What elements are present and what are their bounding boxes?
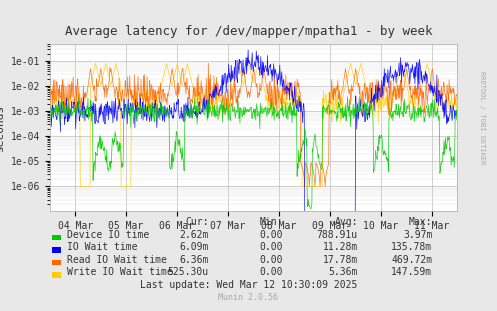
Text: 525.30u: 525.30u [167, 267, 209, 277]
Text: 6.09m: 6.09m [179, 242, 209, 252]
Text: 0.00: 0.00 [260, 255, 283, 265]
Text: 6.36m: 6.36m [179, 255, 209, 265]
Text: 2.62m: 2.62m [179, 230, 209, 240]
Text: Device IO time: Device IO time [67, 230, 149, 240]
Text: 147.59m: 147.59m [391, 267, 432, 277]
Text: 0.00: 0.00 [260, 267, 283, 277]
Text: 17.78m: 17.78m [323, 255, 358, 265]
Text: Min:: Min: [260, 217, 283, 227]
Y-axis label: seconds: seconds [0, 104, 5, 151]
Text: Read IO Wait time: Read IO Wait time [67, 255, 167, 265]
Text: Cur:: Cur: [185, 217, 209, 227]
Text: RRDTOOL / TOBI OETIKER: RRDTOOL / TOBI OETIKER [479, 72, 485, 165]
Text: Last update: Wed Mar 12 10:30:09 2025: Last update: Wed Mar 12 10:30:09 2025 [140, 280, 357, 290]
Text: Write IO Wait time: Write IO Wait time [67, 267, 173, 277]
Text: 3.97m: 3.97m [403, 230, 432, 240]
Text: 5.36m: 5.36m [329, 267, 358, 277]
Text: 788.91u: 788.91u [317, 230, 358, 240]
Text: IO Wait time: IO Wait time [67, 242, 138, 252]
Text: 135.78m: 135.78m [391, 242, 432, 252]
Text: 0.00: 0.00 [260, 230, 283, 240]
Text: 11.28m: 11.28m [323, 242, 358, 252]
Text: 0.00: 0.00 [260, 242, 283, 252]
Text: 469.72m: 469.72m [391, 255, 432, 265]
Text: Max:: Max: [409, 217, 432, 227]
Text: Munin 2.0.56: Munin 2.0.56 [219, 293, 278, 302]
Text: Avg:: Avg: [334, 217, 358, 227]
Text: Average latency for /dev/mapper/mpatha1 - by week: Average latency for /dev/mapper/mpatha1 … [65, 25, 432, 38]
